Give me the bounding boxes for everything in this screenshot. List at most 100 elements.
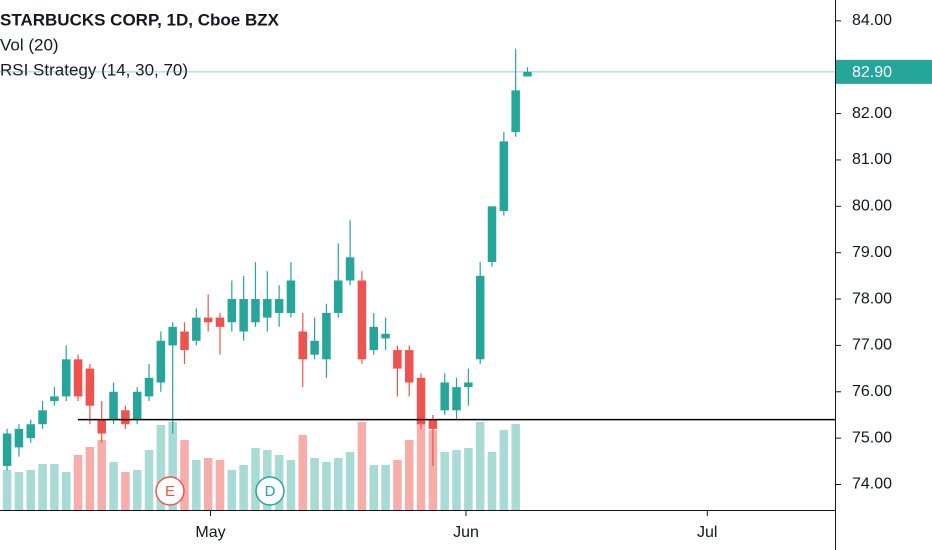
candle-body	[523, 71, 532, 77]
candle-body	[499, 141, 509, 211]
candle-body	[452, 387, 461, 411]
y-tick-label: 84.00	[852, 12, 892, 29]
candle-body	[416, 377, 426, 425]
y-tick-label: 80.00	[852, 198, 892, 215]
candle-body	[85, 368, 95, 406]
volume-bar	[85, 447, 95, 510]
event-label: D	[265, 483, 276, 500]
volume-bar	[168, 422, 177, 510]
y-tick-label: 76.00	[852, 383, 892, 400]
candle-body	[239, 299, 248, 332]
candle-body	[97, 419, 106, 434]
volume-bar	[73, 455, 83, 510]
volume-bar	[50, 464, 59, 510]
y-tick-label: 75.00	[852, 429, 892, 446]
volume-bar	[97, 440, 106, 510]
y-tick-label: 78.00	[852, 290, 892, 307]
volume-bar	[61, 472, 71, 510]
volume-bar	[251, 448, 260, 510]
volume-bar	[14, 472, 24, 510]
candle-body	[487, 206, 497, 262]
volume-bar	[192, 460, 201, 510]
volume-bar	[440, 452, 449, 510]
volume-bar	[393, 460, 402, 510]
event-marker[interactable]: D	[255, 476, 285, 506]
volume-bar	[215, 460, 225, 510]
volume-bar	[511, 424, 520, 510]
volume-bar	[203, 458, 213, 510]
candle-body	[168, 326, 177, 346]
plot-area	[2, 48, 532, 510]
candle-body	[132, 391, 142, 420]
candle-body	[310, 340, 319, 355]
candle-body	[322, 312, 331, 360]
candle-body	[357, 280, 367, 360]
event-circle[interactable]	[255, 476, 285, 506]
last-price-box	[836, 59, 932, 84]
volume-bar	[286, 460, 296, 510]
candle-body	[227, 299, 237, 323]
x-tick-label: Jun	[453, 524, 479, 541]
candle-body	[144, 377, 154, 397]
volume-bar	[487, 452, 497, 510]
candle-body	[475, 275, 485, 360]
volume-bar	[381, 465, 390, 510]
volume-bar	[38, 464, 47, 510]
candle-body	[381, 333, 390, 339]
y-tick-label: 82.00	[852, 105, 892, 122]
volume-bar	[26, 470, 36, 510]
y-tick-label: 74.00	[852, 476, 892, 493]
volume-bar	[298, 435, 308, 510]
candle-body	[215, 317, 225, 327]
y-tick-label: 79.00	[852, 244, 892, 261]
event-label: E	[165, 483, 175, 500]
y-tick-label: 77.00	[852, 337, 892, 354]
candle-body	[404, 350, 414, 383]
candle-body	[298, 331, 308, 360]
candle-body	[369, 326, 378, 351]
candle-body	[393, 350, 402, 369]
volume-bar	[416, 418, 426, 510]
volume-bar	[357, 422, 367, 510]
candle-body	[464, 382, 473, 388]
indicator-label: RSI Strategy (14, 30, 70)	[0, 60, 188, 79]
candle-body	[428, 419, 438, 429]
event-circle[interactable]	[155, 476, 185, 506]
candle-body	[345, 257, 355, 281]
candle-body	[440, 382, 449, 411]
candle-body	[61, 359, 71, 397]
volume-bar	[310, 458, 319, 510]
volume-bar	[345, 452, 355, 510]
indicator-label: Vol (20)	[0, 35, 59, 54]
volume-bar	[239, 465, 248, 510]
volume-bar	[121, 472, 130, 510]
candle-body	[38, 410, 47, 425]
y-tick-label: 81.00	[852, 151, 892, 168]
volume-bar	[452, 450, 461, 510]
volume-bar	[2, 470, 12, 510]
candle-body	[26, 424, 36, 439]
event-marker[interactable]: E	[155, 476, 185, 506]
candle-body	[334, 280, 343, 313]
candle-body	[73, 359, 83, 397]
last-price-label: 82.90	[852, 64, 892, 81]
volume-bar	[180, 440, 189, 510]
candle-body	[286, 280, 296, 313]
candle-body	[203, 317, 213, 323]
volume-bar	[499, 430, 509, 510]
volume-bar	[156, 425, 166, 510]
candle-body	[511, 90, 520, 133]
candle-body	[263, 299, 272, 318]
chart-title: STARBUCKS CORP, 1D, Cboe BZX	[0, 10, 280, 29]
candle-body	[180, 331, 189, 351]
candle-body	[156, 340, 166, 383]
volume-bar	[369, 465, 378, 510]
candle-body	[192, 317, 201, 341]
volume-bar	[109, 462, 118, 510]
volume-bar	[132, 470, 142, 510]
candle-body	[14, 428, 24, 448]
candle-body	[121, 410, 130, 425]
x-tick-label: Jul	[697, 524, 717, 541]
x-tick-label: May	[195, 524, 225, 541]
